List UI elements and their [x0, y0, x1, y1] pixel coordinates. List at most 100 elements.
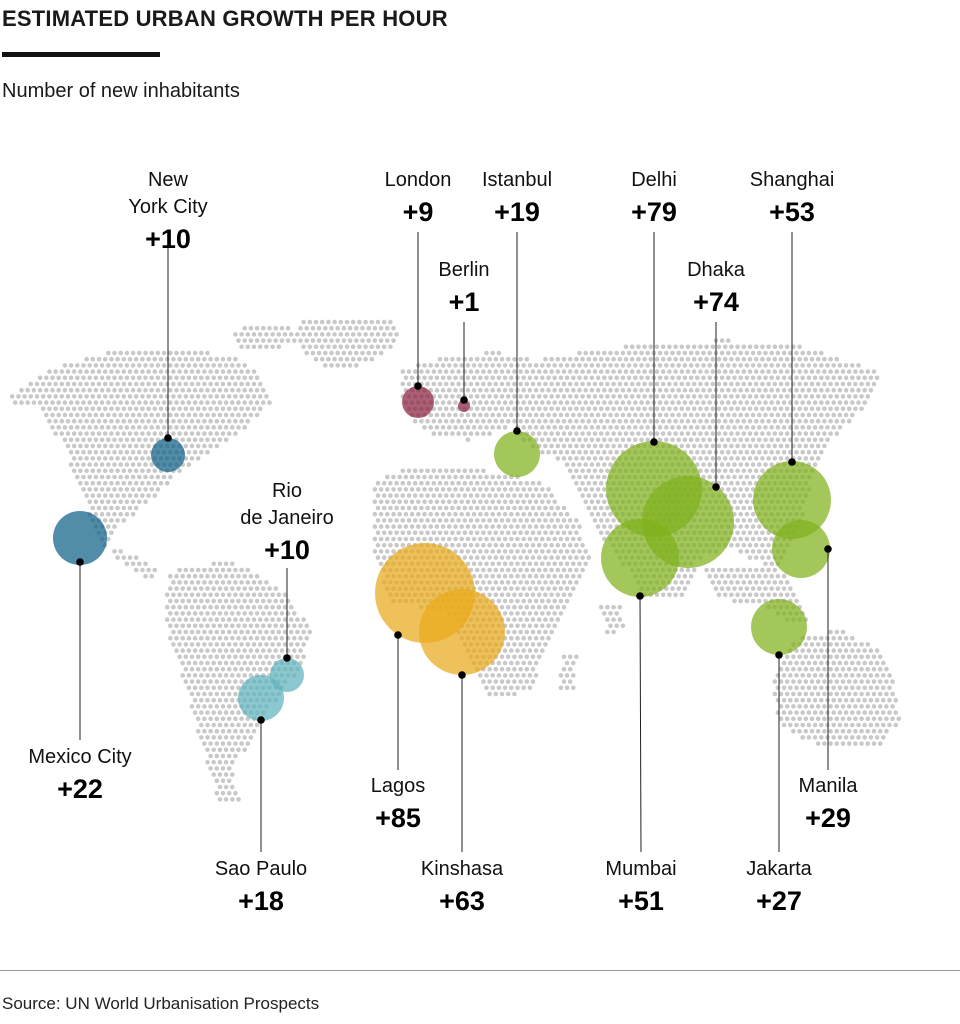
land-dot	[543, 530, 548, 536]
land-dot	[530, 530, 536, 536]
land-dot	[536, 381, 542, 387]
land-dot	[484, 586, 489, 591]
land-dot	[561, 679, 567, 684]
land-dot	[369, 332, 375, 337]
land-dot	[533, 487, 539, 492]
land-dot	[487, 518, 492, 523]
land-dot	[273, 648, 279, 653]
land-dot	[239, 654, 244, 660]
land-dot	[78, 431, 83, 436]
land-dot	[794, 350, 799, 356]
land-dot	[481, 555, 486, 560]
land-dot	[629, 394, 635, 399]
land-dot	[490, 549, 496, 554]
land-dot	[242, 598, 247, 604]
land-dot	[233, 691, 238, 697]
land-dot	[741, 468, 747, 474]
land-dot	[267, 338, 272, 343]
land-dot	[189, 443, 195, 449]
land-dot	[512, 617, 517, 622]
land-dot	[676, 363, 681, 368]
land-dot	[698, 394, 703, 399]
bubble-mumbai	[601, 519, 679, 597]
land-dot	[834, 356, 840, 362]
land-dot	[543, 356, 548, 362]
land-dot	[186, 635, 192, 641]
land-dot	[490, 350, 496, 356]
land-dot	[195, 580, 201, 585]
land-dot	[524, 604, 530, 610]
land-dot	[276, 642, 282, 647]
land-dot	[468, 356, 474, 362]
land-dot	[484, 511, 489, 517]
land-dot	[608, 375, 613, 381]
land-dot	[549, 617, 554, 622]
land-dot	[809, 679, 815, 684]
land-dot	[574, 542, 579, 548]
land-dot	[199, 387, 204, 393]
land-dot	[800, 387, 805, 393]
land-dot	[490, 474, 496, 480]
land-dot	[180, 387, 185, 393]
land-dot	[87, 437, 92, 443]
land-dot	[738, 400, 743, 405]
land-dot	[549, 629, 554, 635]
land-dot	[744, 549, 750, 554]
land-dot	[264, 344, 269, 350]
land-dot	[350, 344, 356, 350]
land-dot	[850, 400, 855, 405]
land-dot	[716, 592, 722, 598]
land-dot	[484, 561, 489, 567]
land-dot	[760, 530, 765, 536]
land-dot	[465, 474, 471, 480]
land-dot	[704, 456, 709, 461]
land-dot	[474, 480, 480, 486]
land-dot	[202, 704, 207, 709]
land-dot	[505, 567, 511, 573]
city-value-dhaka: +74	[693, 287, 739, 317]
land-dot	[577, 549, 582, 554]
land-dot	[527, 586, 533, 591]
land-dot	[574, 443, 579, 449]
land-dot	[633, 425, 638, 430]
land-dot	[205, 400, 210, 405]
land-dot	[468, 505, 474, 511]
land-dot	[484, 536, 489, 542]
land-dot	[406, 493, 412, 498]
land-dot	[732, 462, 737, 467]
land-dot	[239, 716, 244, 722]
land-dot	[428, 524, 434, 529]
land-dot	[704, 468, 709, 474]
land-dot	[195, 679, 201, 684]
land-dot	[592, 518, 598, 523]
land-dot	[419, 418, 424, 424]
land-dot	[691, 344, 697, 350]
land-dot	[208, 704, 213, 709]
land-dot	[112, 412, 117, 418]
land-dot	[180, 437, 185, 443]
land-dot	[496, 511, 502, 517]
land-dot	[822, 741, 827, 746]
land-dot	[496, 350, 502, 356]
land-dot	[146, 443, 151, 449]
land-dot	[518, 617, 523, 622]
land-dot	[211, 412, 216, 418]
land-dot	[245, 332, 251, 337]
land-dot	[171, 369, 176, 374]
land-dot	[285, 635, 291, 641]
land-dot	[741, 542, 747, 548]
land-dot	[236, 425, 241, 430]
land-dot	[53, 418, 58, 424]
land-dot	[536, 555, 542, 560]
land-dot	[685, 443, 691, 449]
land-dot	[124, 375, 130, 381]
land-dot	[146, 418, 151, 424]
land-dot	[354, 338, 359, 343]
land-dot	[490, 511, 496, 517]
land-dot	[28, 394, 34, 399]
land-dot	[130, 561, 136, 567]
land-dot	[890, 716, 895, 722]
land-dot	[137, 375, 142, 381]
land-dot	[527, 536, 533, 542]
land-dot	[239, 728, 244, 734]
